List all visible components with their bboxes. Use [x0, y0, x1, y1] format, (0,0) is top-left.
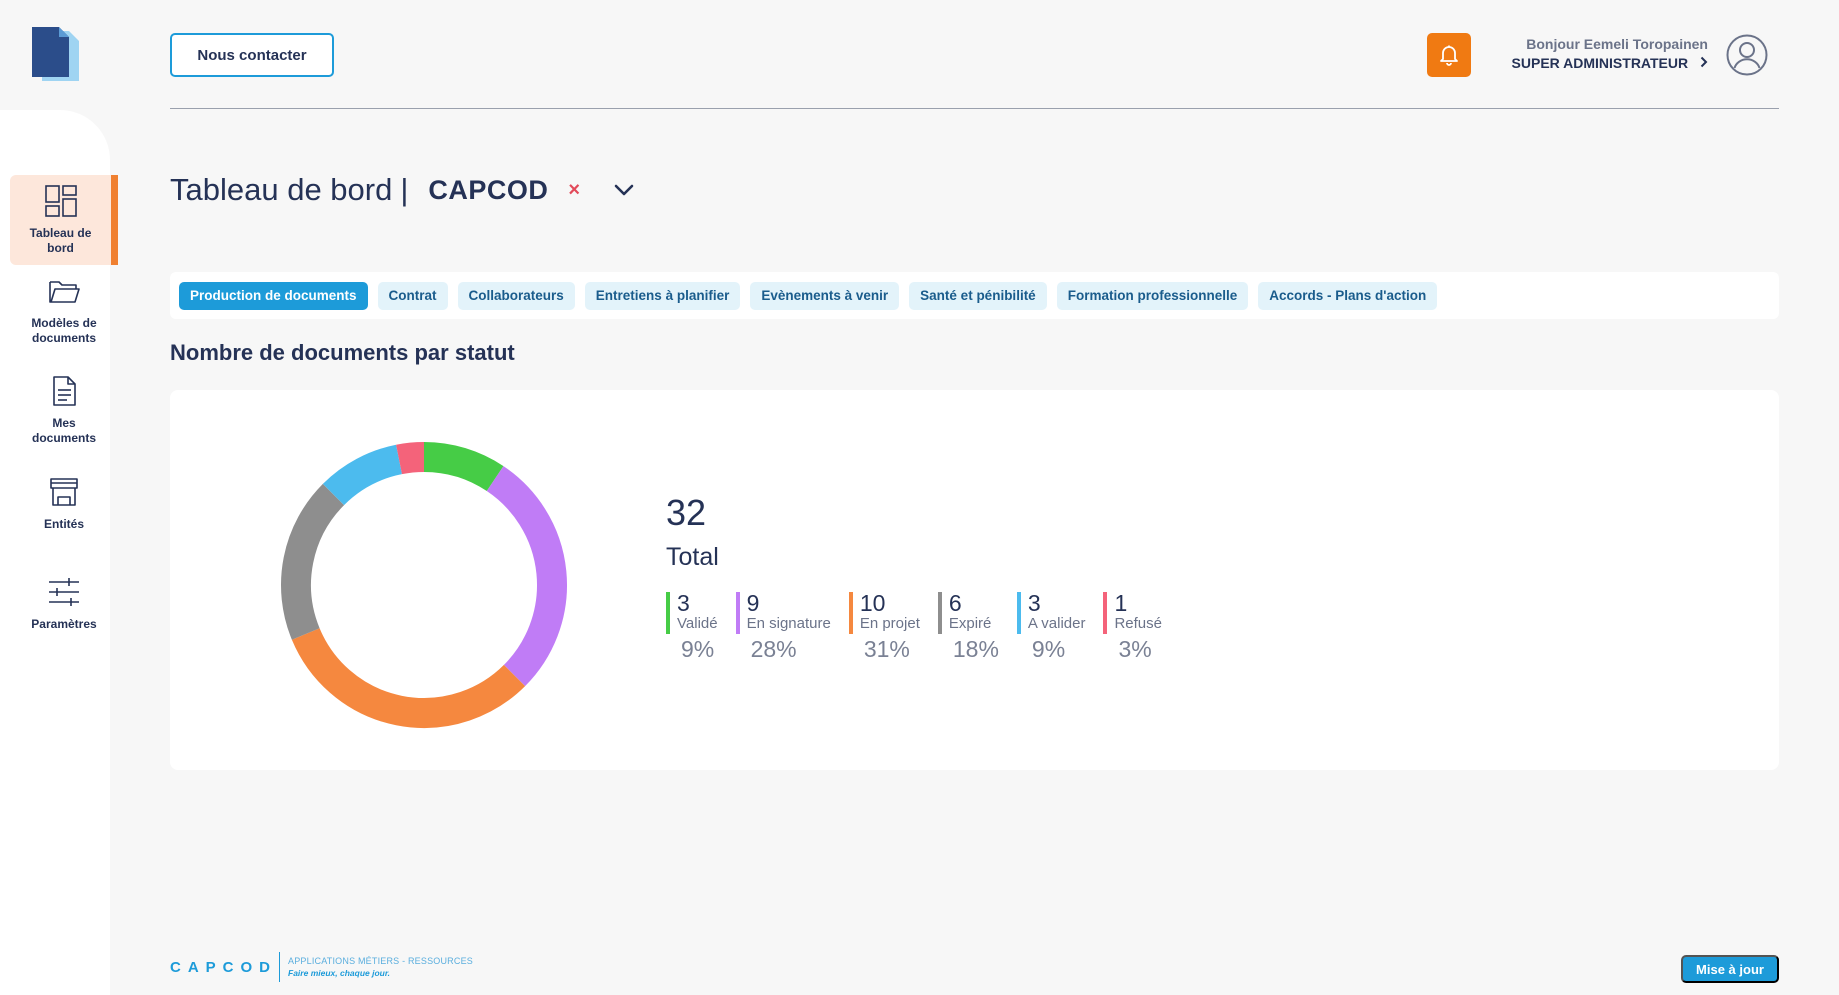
folder-icon	[49, 281, 80, 303]
tab-entretiens[interactable]: Entretiens à planifier	[584, 281, 741, 310]
dashboard-tabs: Production de documents Contrat Collabor…	[170, 272, 1779, 319]
chevron-right-icon	[1700, 53, 1708, 73]
legend-percent: 28%	[750, 636, 797, 662]
legend-count: 3	[1027, 590, 1041, 616]
sliders-icon	[49, 577, 79, 606]
legend-item: 10 En projet 31%	[848, 590, 920, 664]
tab-formation[interactable]: Formation professionnelle	[1056, 281, 1249, 310]
legend-count: 6	[948, 590, 962, 616]
legend-color-bar	[848, 592, 853, 634]
update-button[interactable]: Mise à jour	[1681, 955, 1779, 983]
sidebar-item-label: Paramètres	[31, 616, 97, 631]
user-greeting: Bonjour Eemeli Toropainen	[1526, 36, 1708, 52]
footer-brand-name: CAPCOD	[170, 958, 278, 976]
donut-slice-refusé[interactable]	[396, 442, 425, 475]
legend-name: Expiré	[948, 615, 992, 632]
status-chart-card: 32 Total 3 Validé 9% 9 En signature 28% …	[170, 390, 1779, 770]
legend-percent: 31%	[863, 636, 910, 662]
legend-item: 6 Expiré 18%	[937, 590, 999, 664]
footer-tagline: APPLICATIONS MÉTIERS - RESSOURCES	[288, 956, 473, 966]
notifications-button[interactable]	[1427, 33, 1471, 77]
sidebar-item-label: Tableau de bord	[29, 226, 92, 255]
sidebar-item-dashboard[interactable]: Tableau de bord	[10, 175, 118, 265]
sidebar-item-label: Modèles de documents	[31, 316, 97, 345]
title-separator: |	[400, 172, 409, 207]
sidebar-item-label: Entités	[43, 516, 84, 531]
sidebar-item-entities[interactable]: Entités	[10, 458, 118, 548]
donut-slice-a-valider[interactable]	[322, 444, 403, 506]
legend-name: Refusé	[1114, 615, 1162, 632]
legend-percent: 3%	[1118, 636, 1152, 662]
sidebar-item-settings[interactable]: Paramètres	[10, 558, 118, 648]
user-role: SUPER ADMINISTRATEUR	[1511, 55, 1689, 71]
legend-percent: 9%	[681, 636, 715, 662]
app-logo[interactable]	[32, 27, 79, 81]
status-legend: 3 Validé 9% 9 En signature 28% 10 En pro…	[666, 592, 1180, 664]
status-donut-chart	[281, 442, 567, 728]
page-title-text: Tableau de bord	[170, 172, 393, 207]
user-avatar-icon[interactable]	[1726, 34, 1768, 76]
legend-name: A valider	[1027, 615, 1086, 632]
tab-evenements[interactable]: Evènements à venir	[750, 281, 900, 310]
sidebar-item-my-documents[interactable]: Mes documents	[10, 365, 118, 455]
legend-count: 9	[746, 590, 760, 616]
tab-sante[interactable]: Santé et pénibilité	[909, 281, 1047, 310]
tab-contrat[interactable]: Contrat	[377, 281, 448, 310]
legend-color-bar	[937, 592, 942, 634]
header-divider	[170, 108, 1779, 109]
total-value: 32	[666, 492, 707, 533]
user-info: Bonjour Eemeli Toropainen SUPER ADMINIST…	[1480, 35, 1708, 73]
page-title: Tableau de bord | CAPCOD ×	[170, 170, 634, 210]
legend-color-bar	[666, 592, 670, 634]
total-label: Total	[666, 543, 719, 571]
sidebar-item-templates[interactable]: Modèles de documents	[10, 265, 118, 355]
legend-name: En projet	[859, 615, 920, 632]
legend-item: 3 A valider 9%	[1016, 590, 1086, 664]
donut-slice-validé[interactable]	[423, 442, 504, 492]
legend-percent: 9%	[1031, 636, 1066, 662]
sidebar-item-label: Mes documents	[31, 416, 96, 445]
footer-brand: CAPCOD APPLICATIONS MÉTIERS - RESSOURCES…	[170, 952, 473, 982]
footer-brand-divider	[279, 952, 281, 982]
legend-count: 3	[677, 590, 690, 616]
contact-button[interactable]: Nous contacter	[170, 33, 334, 77]
legend-count: 1	[1114, 590, 1128, 616]
legend-color-bar	[735, 592, 740, 634]
section-title: Nombre de documents par statut	[170, 340, 515, 365]
document-icon	[53, 376, 76, 406]
legend-item: 9 En signature 28%	[735, 590, 831, 664]
user-role-link[interactable]: SUPER ADMINISTRATEUR	[1480, 53, 1708, 73]
donut-slice-en-projet[interactable]	[291, 627, 526, 728]
legend-item: 3 Validé 9%	[666, 592, 718, 664]
dashboard-icon	[44, 185, 77, 217]
legend-color-bar	[1016, 592, 1021, 634]
donut-slice-en-signature[interactable]	[486, 466, 567, 687]
sidebar: Tableau de bord Modèles de documents Mes…	[0, 110, 118, 995]
legend-color-bar	[1103, 592, 1108, 634]
legend-percent: 18%	[952, 636, 999, 662]
legend-count: 10	[859, 590, 886, 616]
selected-entity: CAPCOD	[428, 174, 549, 205]
legend-item: 1 Refusé 3%	[1103, 592, 1162, 664]
tab-accords[interactable]: Accords - Plans d'action	[1258, 281, 1438, 310]
tab-production-documents[interactable]: Production de documents	[179, 281, 368, 310]
entity-dropdown-chevron-icon[interactable]	[614, 184, 634, 196]
bell-icon	[1440, 45, 1458, 66]
footer-slogan: Faire mieux, chaque jour.	[288, 968, 391, 978]
tab-collaborateurs[interactable]: Collaborateurs	[457, 281, 575, 310]
donut-slice-expiré[interactable]	[281, 483, 345, 640]
legend-name: Validé	[677, 615, 718, 632]
store-icon	[50, 477, 78, 506]
legend-name: En signature	[746, 615, 831, 632]
clear-entity-button[interactable]: ×	[568, 178, 581, 201]
